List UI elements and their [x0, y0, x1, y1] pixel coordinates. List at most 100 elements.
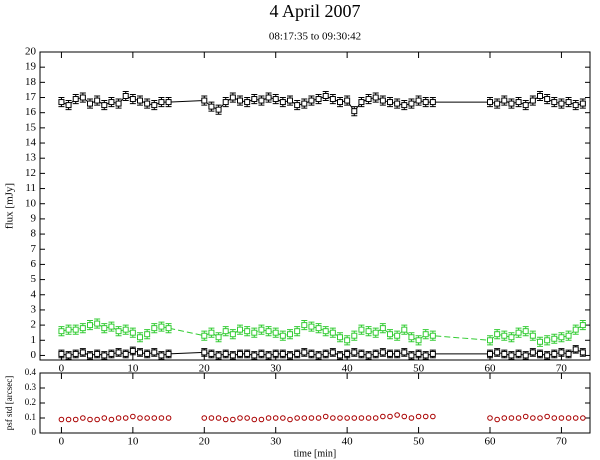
marker	[394, 412, 400, 418]
marker	[408, 415, 415, 421]
marker	[365, 96, 372, 103]
marker	[401, 102, 408, 109]
x-tick-label: 0	[59, 363, 65, 375]
marker	[508, 334, 515, 341]
marker	[158, 352, 165, 359]
y-tick-label: 14	[25, 137, 37, 149]
marker	[251, 96, 258, 103]
marker	[344, 337, 351, 344]
marker	[429, 332, 436, 339]
marker	[365, 415, 372, 421]
marker	[565, 99, 572, 106]
x-tick-label: 50	[413, 436, 425, 448]
marker	[572, 326, 579, 333]
marker	[558, 349, 565, 356]
marker	[201, 332, 208, 339]
marker	[94, 320, 101, 327]
marker	[87, 416, 93, 423]
marker	[551, 99, 558, 106]
marker	[265, 94, 272, 101]
marker	[494, 349, 501, 356]
y-tick-label: 0.1	[25, 412, 36, 422]
marker	[229, 94, 236, 101]
marker	[429, 350, 436, 357]
marker	[422, 352, 429, 359]
marker	[101, 352, 108, 359]
marker	[379, 97, 386, 104]
chart-subtitle: 08:17:35 to 09:30:42	[269, 31, 361, 43]
marker	[144, 100, 151, 107]
marker	[365, 352, 372, 359]
marker	[329, 96, 336, 103]
marker	[222, 416, 229, 423]
marker	[272, 96, 279, 103]
marker	[344, 350, 351, 357]
marker	[222, 350, 229, 357]
marker	[544, 413, 550, 420]
marker	[79, 349, 86, 356]
marker	[229, 331, 236, 338]
marker	[415, 350, 422, 357]
x-tick-label: 20	[199, 436, 211, 448]
y-tick-label: 9	[31, 212, 37, 224]
marker	[237, 350, 243, 357]
marker	[129, 96, 136, 103]
marker	[572, 346, 579, 353]
y-tick-label: 13	[25, 152, 37, 164]
marker	[408, 352, 415, 359]
marker	[522, 352, 529, 359]
marker	[72, 96, 79, 103]
marker	[579, 100, 586, 107]
marker	[372, 350, 379, 357]
marker	[222, 328, 229, 335]
marker	[108, 416, 115, 423]
marker	[287, 331, 293, 338]
marker	[115, 415, 122, 421]
marker	[137, 97, 143, 104]
marker	[122, 415, 129, 421]
chart-title: 4 April 2007	[269, 1, 360, 21]
marker	[372, 415, 379, 421]
x-tick-label: 50	[413, 363, 425, 375]
marker	[158, 415, 165, 421]
marker	[129, 347, 136, 354]
marker	[101, 102, 108, 109]
marker	[487, 99, 493, 106]
x-tick-label: 70	[556, 436, 568, 448]
marker	[337, 352, 343, 359]
marker	[72, 326, 79, 333]
marker	[279, 350, 286, 357]
marker	[487, 337, 493, 344]
marker	[522, 328, 529, 335]
marker	[529, 349, 536, 356]
marker	[351, 332, 358, 339]
marker	[137, 349, 143, 356]
marker	[394, 332, 401, 339]
marker	[529, 97, 536, 104]
marker	[387, 99, 393, 106]
marker	[430, 413, 436, 420]
marker	[301, 415, 308, 421]
marker	[308, 97, 315, 104]
marker	[379, 349, 386, 356]
marker	[429, 99, 436, 106]
marker	[387, 413, 393, 420]
marker	[508, 415, 515, 421]
marker	[544, 96, 551, 103]
marker	[208, 415, 215, 421]
y-tick-label: 0.3	[25, 382, 37, 392]
marker	[422, 99, 429, 106]
marker	[122, 93, 129, 99]
marker	[201, 349, 208, 356]
marker	[529, 332, 536, 339]
marker	[151, 415, 158, 421]
marker	[487, 350, 493, 357]
marker	[308, 350, 315, 357]
marker	[122, 350, 129, 357]
marker	[165, 350, 172, 357]
marker	[401, 349, 408, 356]
marker	[308, 323, 315, 330]
marker	[265, 415, 272, 421]
marker	[144, 415, 150, 421]
marker	[379, 325, 386, 332]
